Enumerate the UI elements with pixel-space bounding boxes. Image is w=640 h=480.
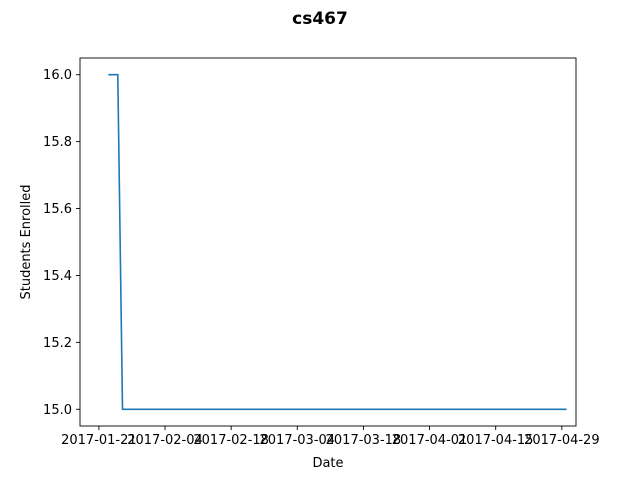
- x-tick-label: 2017-02-04: [127, 433, 203, 448]
- y-tick-label: 15.6: [43, 202, 72, 217]
- x-tick-label: 2017-03-18: [326, 433, 402, 448]
- x-tick-label: 2017-01-21: [61, 433, 137, 448]
- x-tick-label: 2017-04-01: [392, 433, 468, 448]
- y-axis-label: Students Enrolled: [19, 184, 34, 299]
- chart-title: cs467: [292, 9, 348, 29]
- x-axis-label: Date: [312, 456, 343, 471]
- y-tick-label: 16.0: [43, 68, 72, 83]
- x-tick-label: 2017-04-29: [524, 433, 600, 448]
- y-tick-label: 15.0: [43, 403, 72, 418]
- x-tick-label: 2017-03-04: [260, 433, 336, 448]
- x-tick-label: 2017-02-18: [193, 433, 269, 448]
- y-tick-label: 15.2: [43, 336, 72, 351]
- y-tick-label: 15.4: [43, 269, 72, 284]
- y-tick-label: 15.8: [43, 135, 72, 150]
- axes-frame: [79, 57, 577, 427]
- x-tick-label: 2017-04-15: [458, 433, 534, 448]
- series-line: [108, 73, 567, 411]
